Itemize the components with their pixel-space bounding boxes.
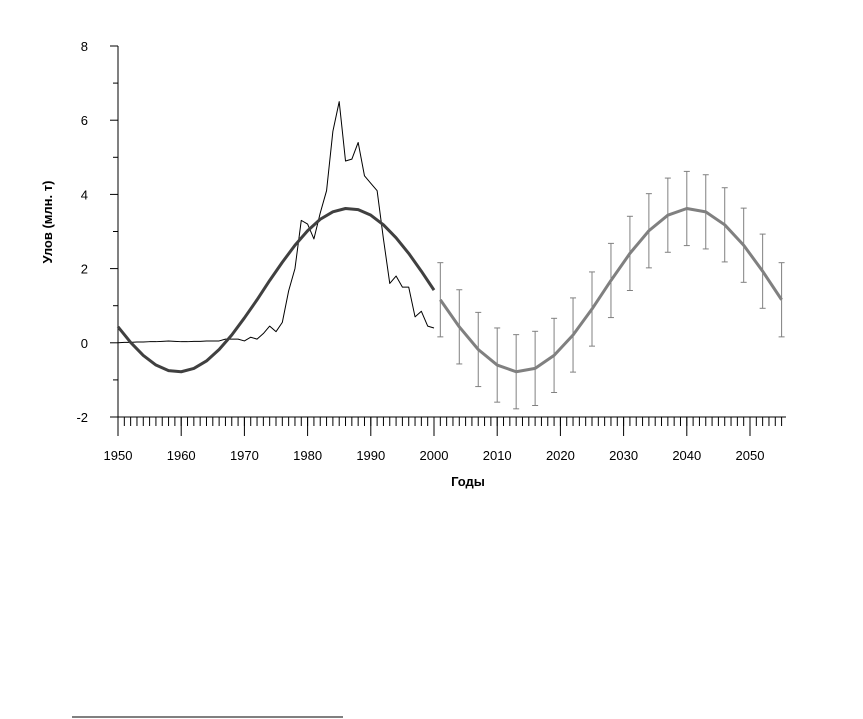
y-tick-label: 4 <box>81 187 88 202</box>
x-tick-label: 2020 <box>546 448 575 463</box>
x-tick-label: 1970 <box>230 448 259 463</box>
x-tick-label: 1980 <box>293 448 322 463</box>
x-tick-label: 1990 <box>356 448 385 463</box>
x-tick-label: 2000 <box>420 448 449 463</box>
x-tick-label: 1960 <box>167 448 196 463</box>
y-axis-label: Улов (млн. т) <box>40 181 55 264</box>
y-tick-label: 0 <box>81 336 88 351</box>
x-tick-label: 2010 <box>483 448 512 463</box>
y-tick-label: -2 <box>76 410 88 425</box>
series-line <box>116 206 436 374</box>
x-tick-label: 1950 <box>104 448 133 463</box>
x-tick-label: 2050 <box>736 448 765 463</box>
y-tick-label: 8 <box>81 39 88 54</box>
x-axis-label: Годы <box>451 474 485 489</box>
series-line <box>439 206 783 374</box>
y-tick-label: 2 <box>81 262 88 277</box>
x-tick-label: 2030 <box>609 448 638 463</box>
x-tick-label: 2040 <box>672 448 701 463</box>
series-line <box>117 101 435 344</box>
y-tick-label: 6 <box>81 113 88 128</box>
